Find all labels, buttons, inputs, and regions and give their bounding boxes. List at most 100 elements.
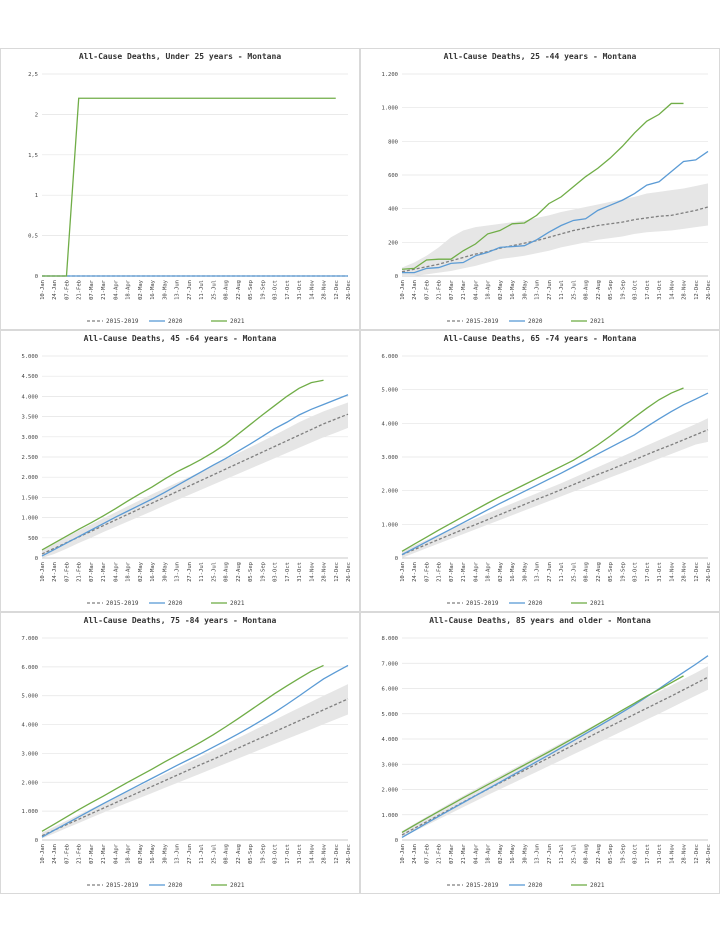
x-tick-label: 05-Sep [248,562,254,582]
x-tick-label: 25-Jul [211,562,217,582]
y-tick-label: 1.000 [21,809,38,815]
x-tick-label: 14-Nov [309,279,315,300]
y-tick-label: 2.500 [21,455,38,461]
x-tick-label: 13-Jun [535,844,541,864]
x-tick-label: 21-Feb [437,562,443,582]
x-tick-label: 08-Aug [224,844,230,864]
legend-label: 2021 [230,318,245,325]
x-tick-label: 24-Jan [52,562,58,582]
x-tick-label: 19-Sep [260,562,266,582]
y-tick-label: 6.000 [21,665,38,671]
x-tick-label: 10-Jan [400,562,406,582]
x-tick-label: 31-Oct [297,562,303,582]
x-tick-label: 19-Sep [260,844,266,864]
x-tick-label: 30-May [522,561,528,582]
x-tick-label: 16-May [510,843,516,864]
x-tick-label: 13-Jun [535,562,541,582]
legend-label: 2021 [590,882,605,889]
x-tick-label: 10-Jan [40,844,46,864]
x-tick-label: 21-Feb [437,280,443,300]
x-tick-label: 22-Aug [596,844,602,864]
legend-label: 2015-2019 [106,318,139,325]
x-tick-label: 25-Jul [571,562,577,582]
x-tick-label: 28-Nov [322,843,328,864]
legend-label: 2021 [590,600,605,607]
x-tick-label: 21-Feb [77,280,83,300]
x-tick-label: 13-Jun [535,280,541,300]
x-tick-label: 14-Nov [309,561,315,582]
series-line [401,392,709,556]
x-tick-label: 07-Mar [89,279,95,300]
y-tick-label: 3.000 [21,751,38,757]
x-tick-label: 11-Jul [559,280,565,300]
x-tick-label: 07-Mar [89,843,95,864]
y-tick-label: 4.500 [21,374,38,380]
x-tick-label: 08-Aug [224,280,230,300]
x-tick-label: 25-Jul [211,844,217,864]
x-tick-label: 02-May [498,561,504,582]
y-tick-label: 5.000 [21,354,38,360]
series-line [41,664,324,832]
series-line [401,675,684,833]
range-band [42,684,348,839]
x-tick-label: 30-May [162,279,168,300]
x-tick-label: 28-Nov [682,279,688,300]
x-tick-label: 03-Oct [633,844,639,864]
x-tick-label: 04-Apr [113,843,119,864]
x-tick-label: 04-Apr [113,279,119,300]
y-tick-label: 1.000 [381,106,398,112]
series-line [41,664,349,838]
x-tick-label: 21-Mar [101,279,107,300]
x-tick-label: 26-Dec [346,562,352,582]
y-tick-label: 3.000 [381,455,398,461]
x-tick-label: 05-Sep [248,844,254,864]
x-tick-label: 26-Dec [346,280,352,300]
y-tick-label: 6.000 [381,354,398,360]
x-tick-label: 02-May [138,561,144,582]
x-tick-label: 05-Sep [608,280,614,300]
x-tick-label: 05-Sep [608,562,614,582]
y-tick-label: 7.000 [381,661,398,667]
y-tick-label: 0 [395,556,398,562]
y-tick-label: 800 [388,139,398,145]
x-tick-label: 07-Mar [449,279,455,300]
x-tick-label: 17-Oct [285,562,291,582]
x-tick-label: 03-Oct [273,844,279,864]
y-tick-label: 1.500 [21,495,38,501]
y-tick-label: 0,5 [28,234,38,240]
panel [0,48,360,330]
x-tick-label: 07-Feb [424,844,430,864]
x-tick-label: 30-May [162,561,168,582]
legend-label: 2020 [528,882,543,889]
x-tick-label: 04-Apr [473,561,479,582]
x-tick-label: 21-Mar [461,843,467,864]
x-tick-label: 08-Aug [584,562,590,582]
x-tick-label: 21-Mar [461,279,467,300]
legend-label: 2020 [168,600,183,607]
x-tick-label: 12-Dec [694,280,700,300]
x-tick-label: 21-Feb [77,844,83,864]
x-tick-label: 16-May [510,279,516,300]
x-tick-label: 17-Oct [645,280,651,300]
series-line [402,150,709,274]
x-tick-label: 16-May [510,561,516,582]
x-tick-label: 12-Dec [694,844,700,864]
y-tick-label: 2.000 [21,780,38,786]
y-tick-label: 5.000 [381,388,398,394]
y-tick-label: 5.000 [21,694,38,700]
x-tick-label: 24-Jan [412,562,418,582]
x-tick-label: 11-Jul [559,562,565,582]
x-tick-label: 24-Jan [52,844,58,864]
x-tick-label: 13-Jun [175,562,181,582]
x-tick-label: 07-Mar [449,843,455,864]
x-tick-label: 11-Jul [199,562,205,582]
x-tick-label: 12-Dec [694,562,700,582]
x-tick-label: 11-Jul [199,844,205,864]
x-tick-label: 22-Aug [596,562,602,582]
x-tick-label: 07-Feb [64,844,70,864]
legend-label: 2021 [230,600,245,607]
x-tick-label: 28-Nov [682,561,688,582]
y-tick-label: 1 [35,193,38,199]
x-tick-label: 26-Dec [706,844,712,864]
y-tick-label: 2.000 [381,788,398,794]
